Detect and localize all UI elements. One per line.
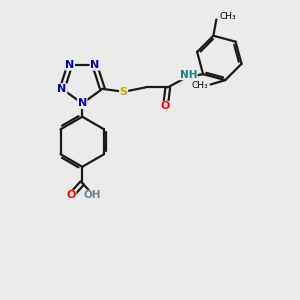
Text: N: N [65,60,74,70]
Text: CH₃: CH₃ [219,12,236,21]
Text: CH₃: CH₃ [192,82,208,91]
Text: OH: OH [83,190,101,200]
Text: O: O [161,101,170,112]
Text: S: S [120,87,128,97]
Text: O: O [66,190,76,200]
Text: NH: NH [180,70,197,80]
Text: N: N [58,84,67,94]
Text: N: N [78,98,87,109]
Text: N: N [90,60,99,70]
